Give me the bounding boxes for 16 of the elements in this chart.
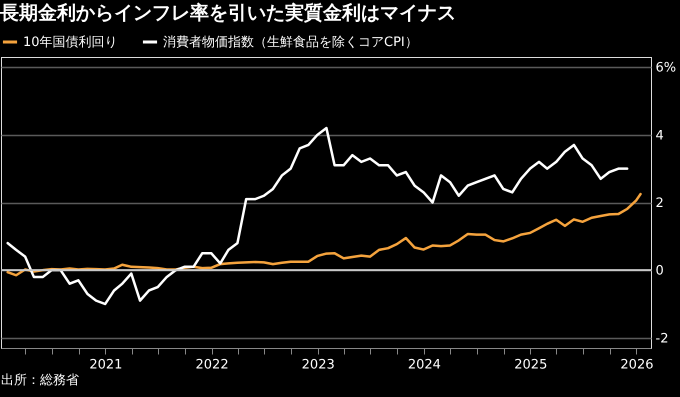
y-tick-label: -2: [656, 331, 668, 346]
x-tick-label: 2021: [89, 358, 122, 372]
y-tick-label: 0: [656, 264, 664, 279]
x-tick-label: 2023: [302, 358, 335, 372]
text: 出所：総務省: [1, 373, 79, 388]
legend-label: 消費者物価指数（生鮮食品を除くコアCPI）: [163, 35, 418, 50]
x-tick-label: 2026: [620, 358, 654, 372]
chart-title: 長期金利からインフレ率を引いた実質金利はマイナス: [0, 2, 456, 24]
x-tick-label: 2025: [514, 358, 548, 372]
line-series: [6, 126, 628, 306]
x-tick-label: 2024: [408, 358, 441, 372]
legend-label: 10年国債利回り: [23, 35, 118, 50]
y-tick-label: 4: [656, 128, 664, 144]
y-tick-label: 2: [656, 196, 664, 211]
y-tick-label: 6%: [656, 60, 676, 76]
x-tick-label: 2022: [196, 358, 229, 372]
